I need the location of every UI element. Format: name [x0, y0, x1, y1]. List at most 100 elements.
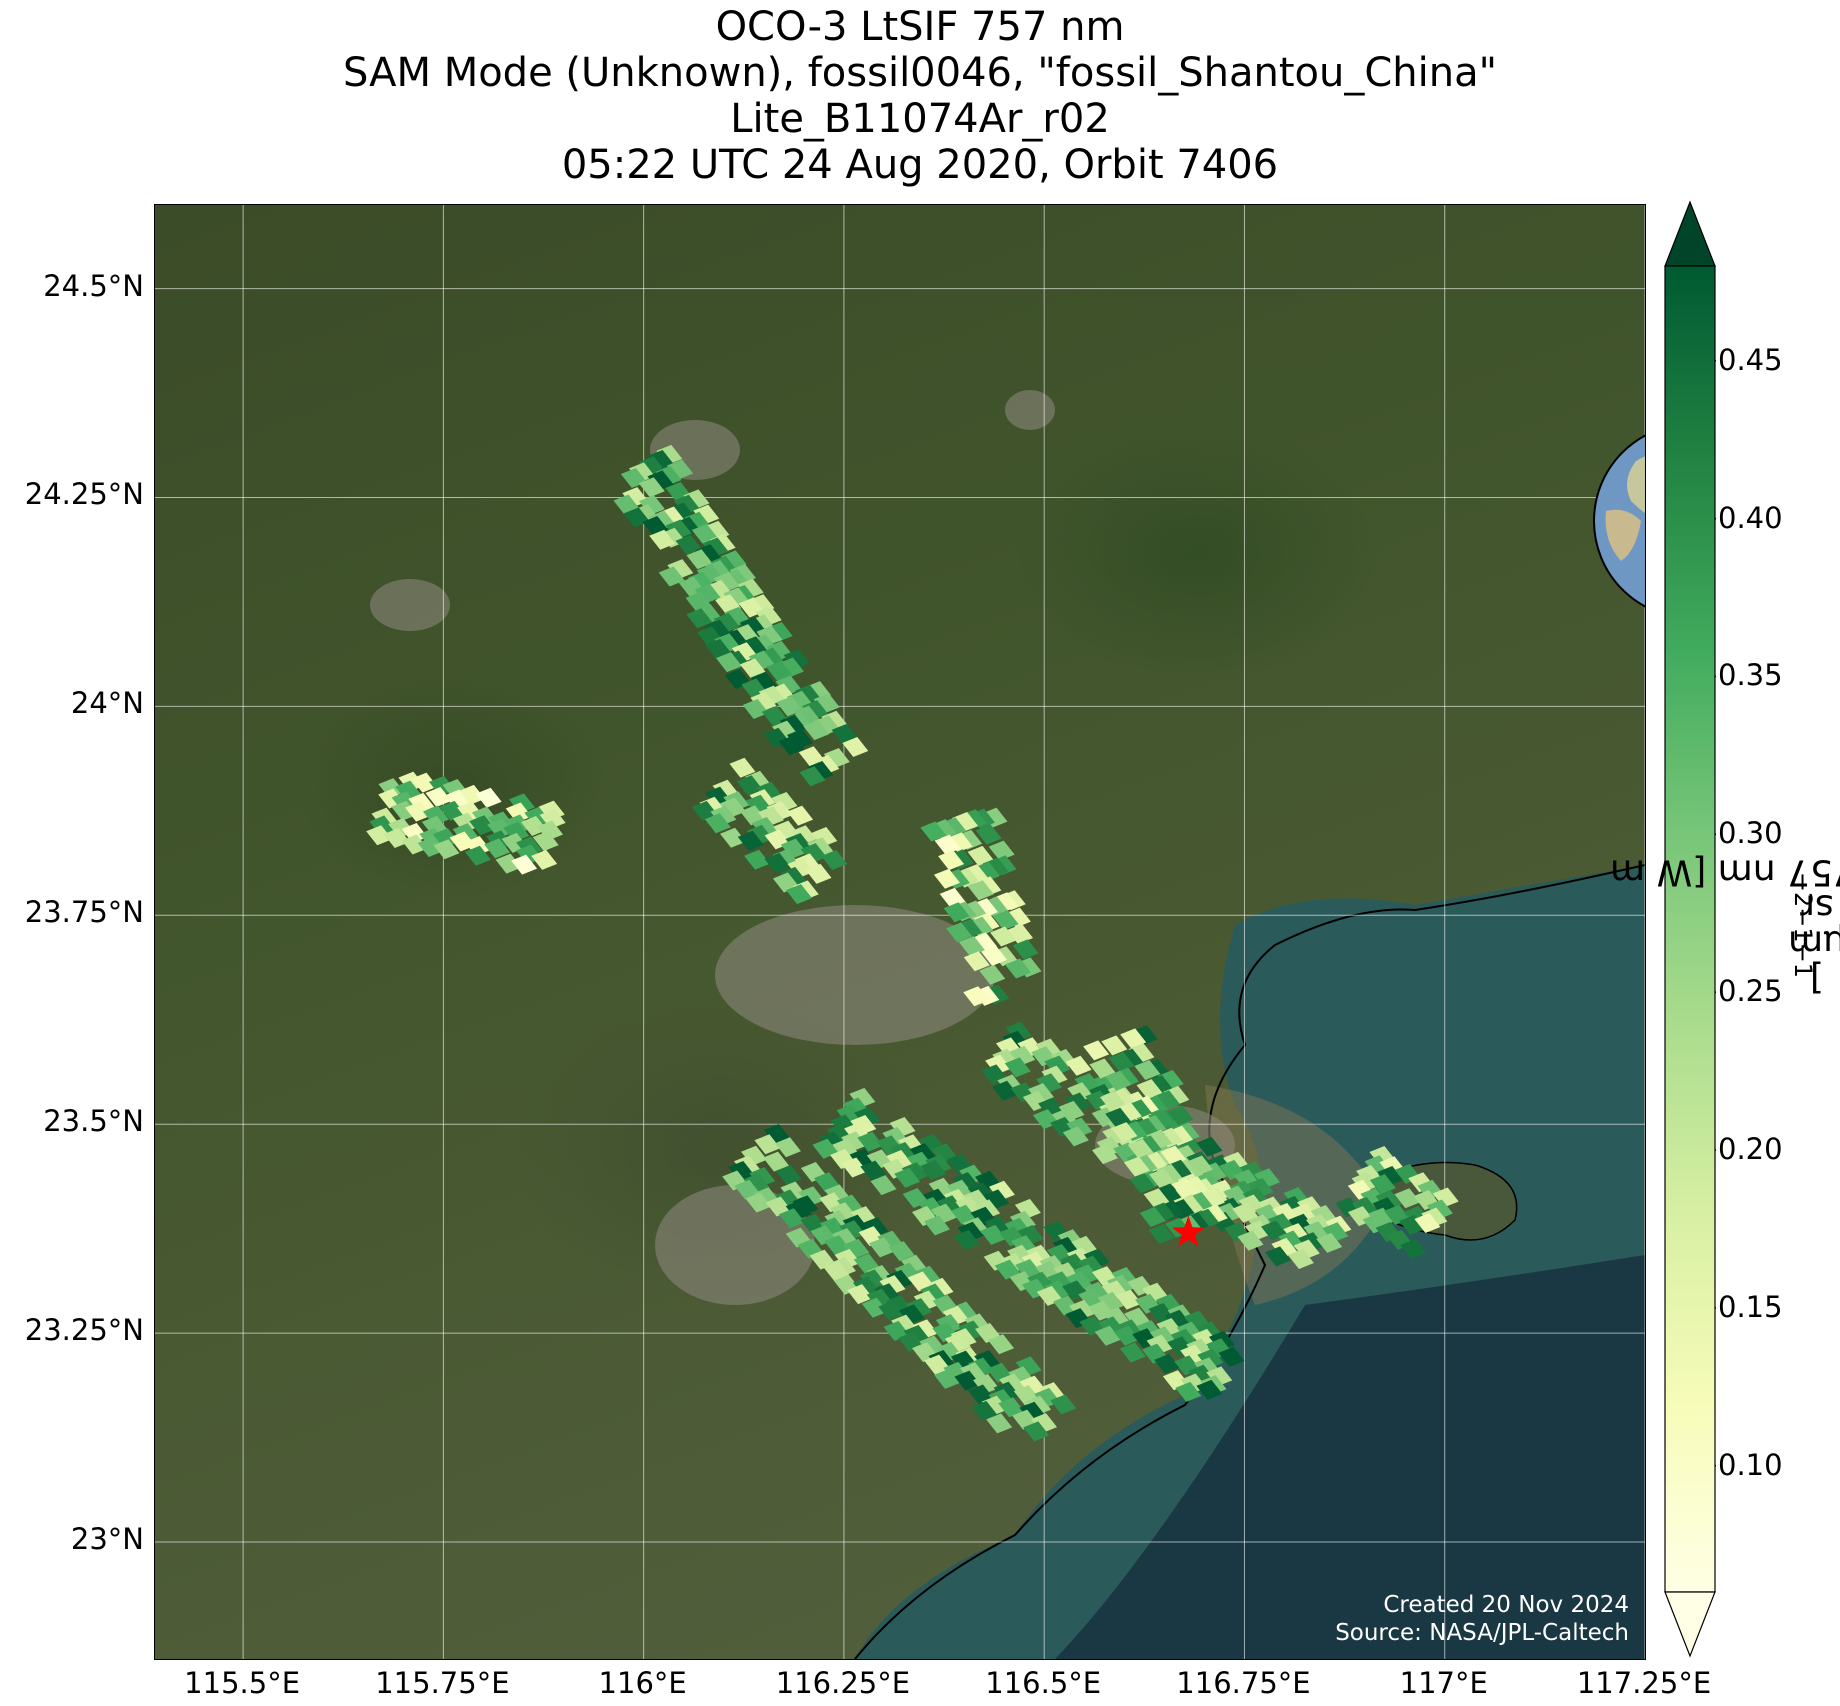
- sif-sounding: [980, 1224, 1007, 1245]
- sif-sounding: [1196, 1136, 1223, 1157]
- sif-sounding: [927, 1277, 954, 1298]
- sif-sounding: [686, 608, 713, 629]
- sif-sounding: [658, 566, 685, 587]
- sif-sounding: [1066, 1271, 1093, 1292]
- sif-sounding: [1271, 1237, 1298, 1258]
- sif-sounding: [742, 699, 769, 720]
- sif-sounding: [762, 1151, 789, 1172]
- lon-tick-label: 115.75°E: [375, 1666, 510, 1700]
- sif-sounding: [1005, 958, 1032, 979]
- sif-sounding: [748, 650, 775, 671]
- sif-sounding: [405, 801, 432, 822]
- sif-sounding: [1322, 1222, 1349, 1243]
- sif-sounding: [907, 1271, 934, 1292]
- sif-sounding: [992, 910, 1019, 931]
- sif-sounding: [1036, 1073, 1063, 1094]
- sif-sounding: [1066, 1117, 1093, 1138]
- sif-sounding: [1400, 1238, 1427, 1259]
- sif-sounding: [955, 1195, 982, 1216]
- sif-sounding: [720, 827, 747, 848]
- sif-sounding: [719, 797, 746, 818]
- target-marker: [1172, 1215, 1205, 1247]
- sif-sounding: [667, 559, 694, 580]
- sif-sounding: [728, 1161, 755, 1182]
- sif-sounding: [860, 1160, 887, 1181]
- sif-sounding: [1108, 1051, 1135, 1072]
- sif-sounding: [1115, 1289, 1142, 1310]
- sif-sounding: [704, 813, 731, 834]
- sif-sounding: [1091, 1144, 1118, 1165]
- sif-sounding: [766, 801, 793, 822]
- map-canvas[interactable]: [155, 205, 1645, 1659]
- sif-sounding: [729, 757, 756, 778]
- sif-sounding: [720, 550, 747, 571]
- sif-sounding: [1414, 1213, 1441, 1234]
- sif-sounding: [417, 836, 444, 857]
- sif-sounding: [425, 787, 452, 808]
- sif-sounding: [914, 1265, 941, 1286]
- sif-sounding: [391, 800, 418, 821]
- sif-sounding: [1157, 1069, 1184, 1090]
- sif-sounding: [408, 792, 435, 813]
- sif-sounding: [1186, 1155, 1213, 1176]
- sif-sounding: [1254, 1168, 1281, 1189]
- sif-sounding: [665, 519, 692, 540]
- sif-sounding: [952, 811, 979, 832]
- sif-sounding: [1180, 1344, 1207, 1365]
- sif-sounding: [886, 1150, 913, 1171]
- sif-sounding: [773, 820, 800, 841]
- sif-sounding: [1316, 1232, 1343, 1253]
- sif-sounding: [772, 872, 799, 893]
- sif-sounding: [1148, 1223, 1175, 1244]
- map-panel[interactable]: Created 20 Nov 2024 Source: NASA/JPL-Cal…: [154, 204, 1646, 1660]
- sif-sounding: [951, 1204, 978, 1225]
- sif-sounding: [1128, 1043, 1155, 1064]
- sif-sounding: [422, 805, 449, 826]
- colorbar-tick-label: 0.20: [1718, 1132, 1783, 1166]
- sif-sounding: [894, 1167, 921, 1188]
- sif-sounding: [1007, 923, 1034, 944]
- sif-sounding: [675, 534, 702, 555]
- sif-sounding: [763, 1124, 790, 1145]
- sif-sounding: [812, 1138, 839, 1159]
- sif-sounding: [834, 1248, 861, 1269]
- lon-tick-label: 116°E: [598, 1666, 687, 1700]
- sif-sounding: [841, 1157, 868, 1178]
- sif-sounding: [1099, 1091, 1126, 1112]
- sif-sounding: [1094, 1325, 1121, 1346]
- sif-sounding: [691, 800, 718, 821]
- title-line-4: 05:22 UTC 24 Aug 2020, Orbit 7406: [561, 142, 1279, 188]
- sif-sounding: [870, 1175, 897, 1196]
- lat-tick-label: 23.5°N: [43, 1104, 144, 1139]
- sif-sounding: [942, 1305, 969, 1326]
- sif-sounding: [1136, 1079, 1163, 1100]
- sif-sounding: [999, 1373, 1026, 1394]
- sif-sounding: [923, 1215, 950, 1236]
- sif-sounding: [1351, 1197, 1378, 1218]
- sif-sounding: [1019, 1375, 1046, 1396]
- sif-sounding: [745, 1192, 772, 1213]
- sif-sounding: [705, 638, 732, 659]
- sif-sounding: [1175, 1381, 1202, 1402]
- sif-sounding: [378, 778, 405, 799]
- sif-sounding: [985, 1054, 1012, 1075]
- sif-sounding: [1155, 1183, 1182, 1204]
- sif-sounding: [743, 1173, 770, 1194]
- sif-sounding: [1027, 1083, 1054, 1104]
- sif-sounding: [521, 815, 548, 836]
- sif-sounding: [1083, 1248, 1110, 1269]
- sif-sounding: [1065, 1055, 1092, 1076]
- colorbar-tick-label: 0.15: [1718, 1289, 1783, 1324]
- sif-sounding: [986, 1413, 1013, 1434]
- sif-sounding: [934, 1368, 961, 1389]
- sif-sounding: [1105, 1070, 1132, 1091]
- sif-sounding: [1124, 1307, 1151, 1328]
- sif-sounding: [638, 477, 665, 498]
- sif-sounding: [920, 821, 947, 842]
- sif-sounding: [972, 1374, 999, 1395]
- sif-sounding: [464, 845, 491, 866]
- sif-sounding: [824, 1235, 851, 1256]
- sif-sounding: [1206, 1366, 1233, 1387]
- sif-sounding: [750, 691, 777, 712]
- sif-sounding: [981, 945, 1008, 966]
